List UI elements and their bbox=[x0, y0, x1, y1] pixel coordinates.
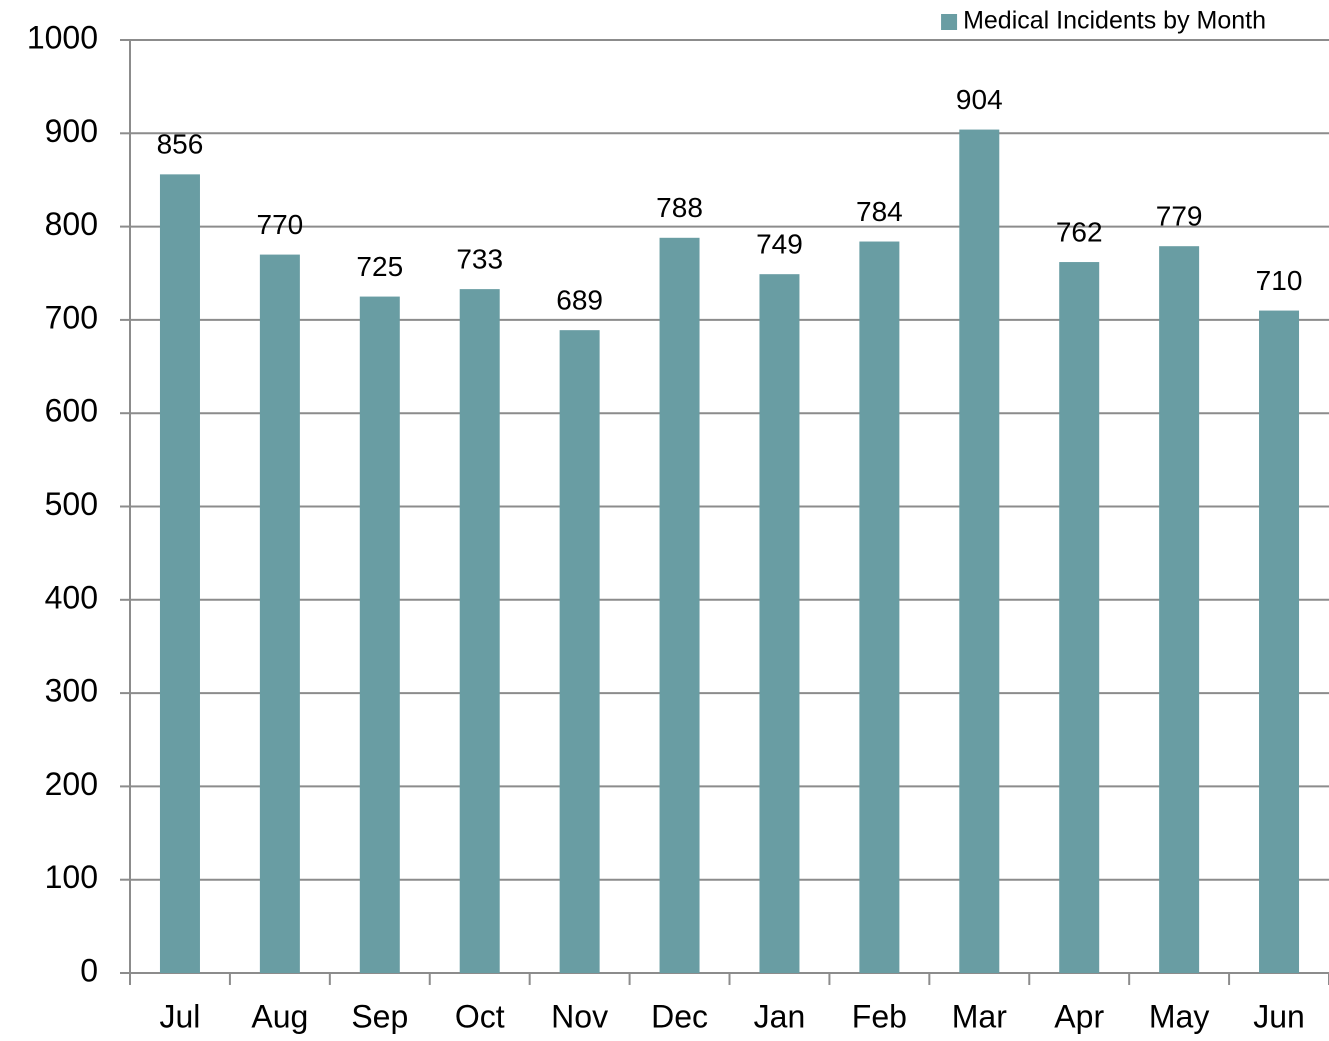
bars bbox=[159, 129, 1300, 974]
y-tick-label: 900 bbox=[45, 113, 98, 149]
y-tick-label: 700 bbox=[45, 299, 98, 335]
bar bbox=[1059, 262, 1100, 974]
bar bbox=[659, 237, 700, 973]
data-label: 749 bbox=[756, 229, 803, 260]
bar bbox=[959, 129, 1000, 973]
x-tick-label: Jul bbox=[160, 998, 201, 1034]
data-label: 856 bbox=[157, 129, 204, 160]
x-tick-label: May bbox=[1149, 998, 1209, 1034]
y-tick-label: 800 bbox=[45, 206, 98, 242]
x-tick-label: Nov bbox=[551, 998, 608, 1034]
data-label: 689 bbox=[556, 285, 603, 316]
bar bbox=[559, 330, 600, 974]
bar bbox=[459, 289, 500, 974]
legend-label: Medical Incidents by Month bbox=[963, 7, 1266, 35]
bar bbox=[1259, 310, 1300, 973]
y-tick-label: 400 bbox=[45, 579, 98, 615]
y-tick-label: 200 bbox=[45, 766, 98, 802]
data-label: 770 bbox=[257, 209, 304, 240]
x-tick-label: Jun bbox=[1253, 998, 1305, 1034]
data-label: 784 bbox=[856, 196, 903, 227]
data-label: 733 bbox=[456, 244, 503, 275]
x-tick-label: Aug bbox=[251, 998, 308, 1034]
x-tick-label: Oct bbox=[455, 998, 505, 1034]
y-tick-label: 300 bbox=[45, 673, 98, 709]
grid bbox=[120, 39, 1329, 985]
bar bbox=[1159, 246, 1200, 973]
x-tick-label: Mar bbox=[952, 998, 1007, 1034]
bar bbox=[259, 254, 300, 974]
data-label: 788 bbox=[656, 192, 703, 223]
x-tick-label: Sep bbox=[351, 998, 408, 1034]
bar bbox=[859, 241, 900, 973]
bar bbox=[159, 174, 200, 974]
data-label: 725 bbox=[356, 251, 403, 282]
y-tick-label: 1000 bbox=[27, 19, 98, 55]
data-label: 779 bbox=[1156, 201, 1203, 232]
x-tick-label: Apr bbox=[1054, 998, 1104, 1034]
legend-swatch bbox=[941, 14, 958, 30]
data-label: 762 bbox=[1056, 216, 1103, 247]
x-tick-label: Jan bbox=[754, 998, 806, 1034]
y-tick-label: 100 bbox=[45, 859, 98, 895]
y-tick-label: 0 bbox=[80, 952, 98, 988]
y-tick-label: 500 bbox=[45, 486, 98, 522]
bar bbox=[759, 274, 800, 974]
data-label: 710 bbox=[1256, 265, 1303, 296]
x-tick-label: Feb bbox=[852, 998, 907, 1034]
x-tick-label: Dec bbox=[651, 998, 708, 1034]
bar bbox=[359, 296, 400, 973]
data-label: 904 bbox=[956, 84, 1003, 115]
y-tick-label: 600 bbox=[45, 393, 98, 429]
labels: 0 100 200 300 400 500 600 700 800 900 1000 Jul Aug Se… bbox=[27, 7, 1305, 1035]
